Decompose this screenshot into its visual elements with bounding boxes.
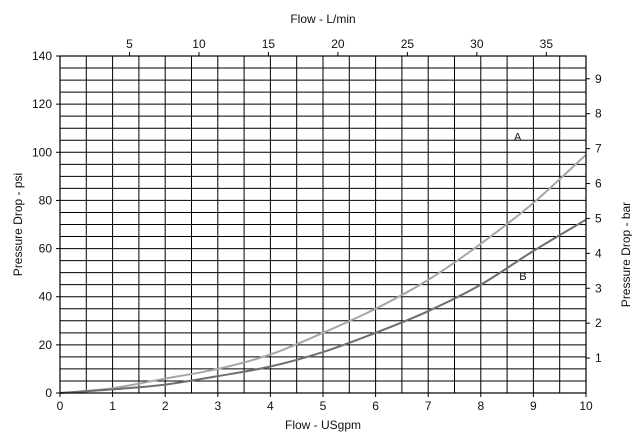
x-tick-label: 7 xyxy=(425,399,432,413)
y2-tick-label: 9 xyxy=(595,72,602,86)
series-label-b: B xyxy=(519,271,526,283)
y2-tick-label: 1 xyxy=(595,351,602,365)
y-tick-label: 80 xyxy=(39,193,53,207)
x-tick-label: 9 xyxy=(530,399,537,413)
x-axis-title: Flow - USgpm xyxy=(285,418,361,432)
grid xyxy=(59,55,587,394)
x2-tick-label: 5 xyxy=(126,37,133,51)
series-line-b xyxy=(59,218,587,394)
x-tick-label: 3 xyxy=(214,399,221,413)
y-tick-label: 100 xyxy=(32,145,52,159)
x-tick-label: 5 xyxy=(320,399,327,413)
x2-tick-label: 15 xyxy=(262,37,276,51)
y-tick-label: 20 xyxy=(39,338,53,352)
x-tick-label: 1 xyxy=(109,399,116,413)
x-tick-label: 0 xyxy=(57,399,64,413)
y2-tick-label: 7 xyxy=(595,142,602,156)
y2-axis-title: Pressure Drop - bar xyxy=(619,202,632,307)
y2-tick-label: 6 xyxy=(595,177,602,191)
y-tick-label: 60 xyxy=(39,242,53,256)
x-tick-label: 6 xyxy=(372,399,379,413)
y2-tick-label: 5 xyxy=(595,211,602,225)
x-tick-label: 2 xyxy=(162,399,169,413)
series-label-a: A xyxy=(514,131,522,143)
x2-tick-label: 25 xyxy=(401,37,415,51)
y-tick-label: 0 xyxy=(45,386,52,400)
y-tick-label: 40 xyxy=(39,290,53,304)
series-line-a xyxy=(59,153,587,394)
x2-tick-label: 35 xyxy=(540,37,554,51)
x2-axis-title: Flow - L/min xyxy=(290,12,355,26)
series-lines: AB xyxy=(59,131,587,394)
x2-tick-label: 30 xyxy=(470,37,484,51)
x-tick-label: 8 xyxy=(477,399,484,413)
y2-tick-label: 2 xyxy=(595,316,602,330)
x-tick-label: 4 xyxy=(267,399,274,413)
x2-tick-label: 20 xyxy=(331,37,345,51)
y2-tick-label: 3 xyxy=(595,281,602,295)
x2-tick-label: 10 xyxy=(192,37,206,51)
y2-tick-label: 8 xyxy=(595,107,602,121)
y2-tick-label: 4 xyxy=(595,246,602,260)
y-tick-label: 140 xyxy=(32,49,52,63)
x-tick-label: 10 xyxy=(579,399,593,413)
y-tick-label: 120 xyxy=(32,97,52,111)
y-axis-title: Pressure Drop - psi xyxy=(11,173,25,276)
